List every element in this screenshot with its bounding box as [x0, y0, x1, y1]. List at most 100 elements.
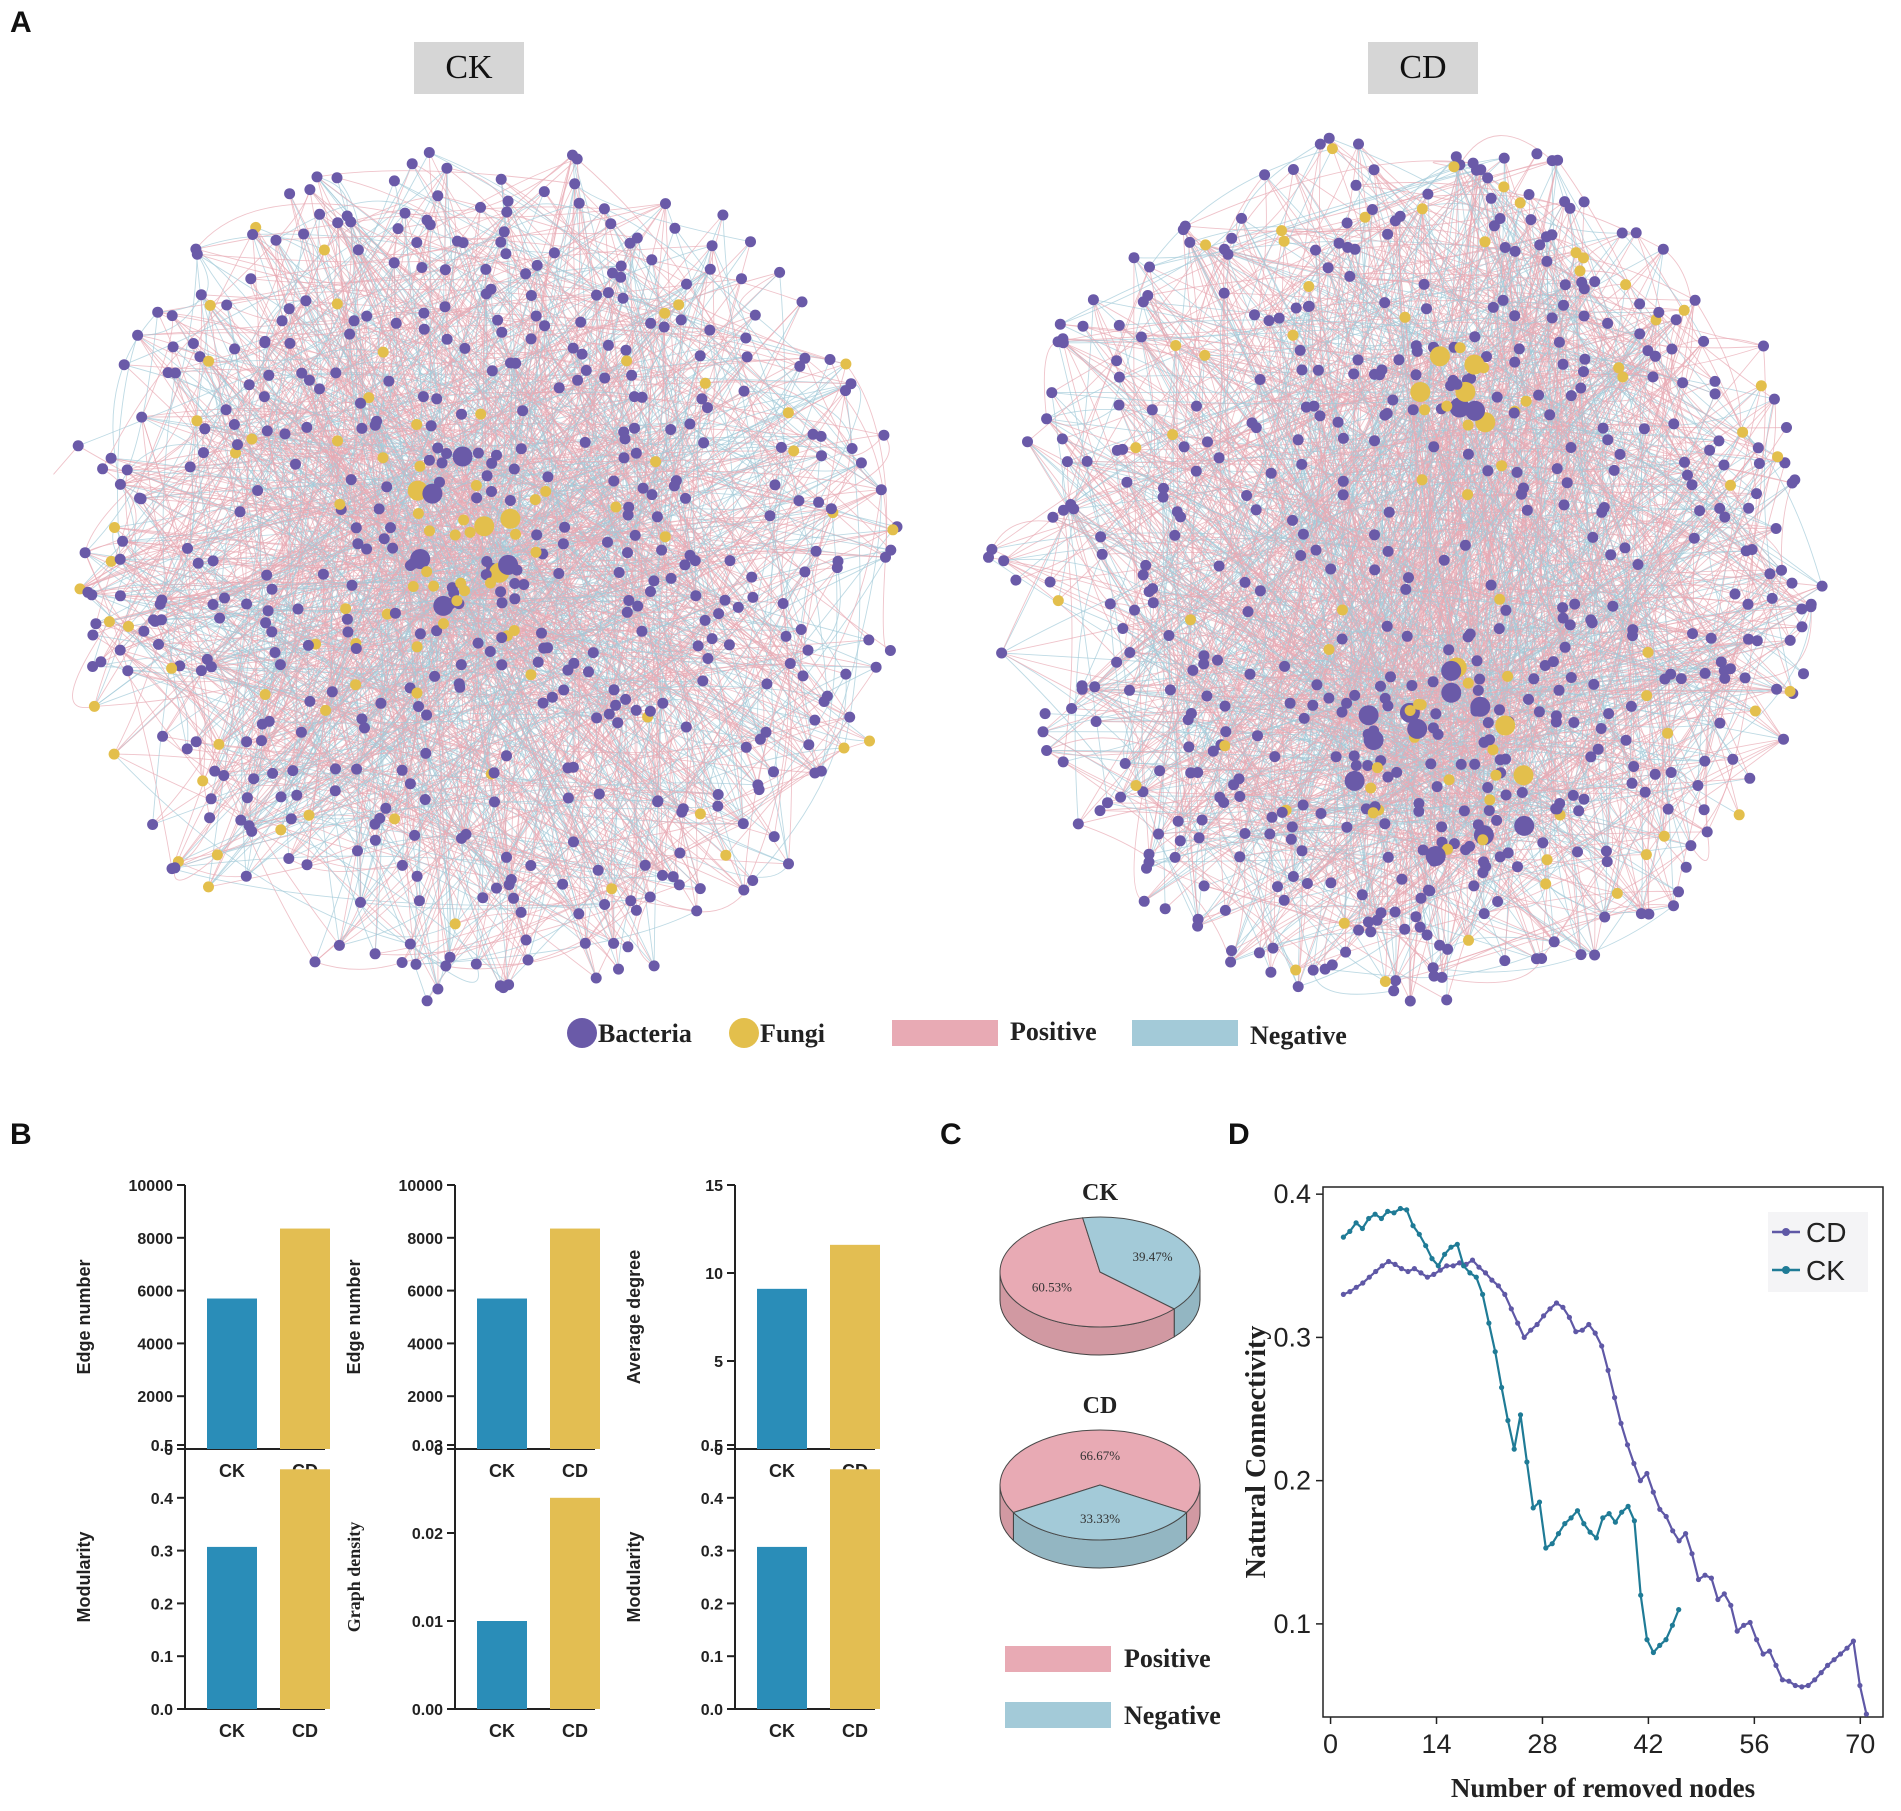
- bacteria-node: [1057, 756, 1069, 768]
- fungi-node: [1167, 429, 1179, 441]
- bacteria-node: [1301, 878, 1313, 889]
- bacteria-node: [1698, 335, 1710, 347]
- bacteria-node: [1715, 656, 1727, 668]
- network-edge: [248, 623, 444, 827]
- bacteria-node: [1546, 312, 1558, 324]
- bacteria-node: [591, 712, 603, 724]
- network-edge: [1094, 378, 1471, 688]
- fungi-node: [389, 813, 401, 825]
- network-edge: [1382, 479, 1423, 627]
- bacteria-node: [214, 612, 226, 624]
- bacteria-node: [314, 383, 325, 395]
- network-edge: [366, 316, 456, 924]
- network-edge: [234, 424, 655, 967]
- bacteria-node: [1041, 413, 1053, 425]
- bacteria-node: [1144, 261, 1155, 273]
- bacteria-node: [1597, 422, 1609, 434]
- bacteria-node: [1588, 678, 1600, 690]
- bacteria-node: [1573, 805, 1585, 817]
- network-edge: [1433, 560, 1445, 978]
- bacteria-node: [1431, 781, 1443, 793]
- network-edge: [535, 315, 663, 876]
- bacteria-node: [620, 344, 632, 356]
- bacteria-node: [218, 770, 230, 781]
- network-edge: [1126, 481, 1180, 858]
- network-edge: [171, 315, 380, 510]
- network-edge: [122, 249, 359, 542]
- network-edge: [249, 294, 597, 386]
- bacteria-node: [1575, 382, 1587, 394]
- bacteria-node: [459, 342, 471, 354]
- bacteria-node: [425, 420, 437, 432]
- bacteria-node: [258, 391, 270, 403]
- network-edge: [162, 372, 188, 749]
- bacteria-node: [1558, 499, 1570, 511]
- network-edge: [1433, 347, 1582, 955]
- bacteria-node: [613, 567, 625, 578]
- bacteria-node: [1422, 188, 1434, 200]
- network-edge: [509, 265, 538, 536]
- network-edge: [1174, 350, 1649, 536]
- bacteria-node: [472, 637, 484, 649]
- network-edge: [1100, 423, 1674, 538]
- network-edge: [223, 752, 426, 786]
- bacteria-node: [413, 701, 424, 712]
- fungi-node: [1367, 807, 1379, 819]
- fungi-node: [213, 738, 225, 750]
- network-edge: [1217, 390, 1468, 661]
- fungi-node: [332, 435, 343, 447]
- network-edge: [1140, 336, 1189, 720]
- bacteria-node: [1427, 962, 1439, 974]
- network-edge: [1315, 208, 1423, 551]
- network-edge: [481, 696, 553, 898]
- bacteria-node: [1278, 894, 1290, 906]
- bacteria-node: [651, 511, 663, 523]
- bacteria-node: [87, 661, 99, 672]
- network-edge: [1151, 409, 1480, 680]
- fungi-node: [659, 307, 671, 319]
- network-edge: [1496, 820, 1605, 918]
- network-edge: [620, 277, 744, 824]
- fungi-node: [1199, 349, 1211, 361]
- network-edge: [204, 425, 432, 455]
- bacteria-node: [342, 626, 354, 638]
- network-edge: [337, 303, 637, 454]
- bacteria-node: [583, 666, 594, 678]
- network-edge: [95, 623, 255, 780]
- bacteria-node: [1336, 633, 1348, 645]
- bacteria-node: [713, 608, 725, 620]
- bacteria-node: [228, 419, 240, 430]
- bacteria-node: [1559, 196, 1571, 208]
- bacteria-node: [1714, 502, 1726, 514]
- bacteria-node: [803, 739, 815, 751]
- bacteria-node: [1056, 433, 1068, 445]
- bacteria-node: [204, 812, 216, 824]
- network-edge: [820, 489, 882, 772]
- bacteria-node: [557, 538, 569, 550]
- network-edge: [1604, 582, 1793, 918]
- network-edge: [1318, 144, 1378, 921]
- bacteria-node: [431, 393, 443, 405]
- fungi-node: [88, 700, 100, 712]
- network-edge: [725, 666, 877, 856]
- bacteria-node: [1784, 634, 1796, 646]
- fungi-node: [621, 355, 633, 367]
- bacteria-node: [602, 287, 614, 299]
- bacteria-node: [1198, 880, 1210, 892]
- bacteria-node: [1115, 791, 1127, 803]
- bacteria-node: [509, 578, 521, 589]
- network-edge: [323, 249, 451, 958]
- bacteria-node: [283, 853, 295, 864]
- bacteria-node: [1805, 598, 1817, 610]
- network-edge: [1320, 374, 1417, 814]
- network-edge: [1594, 677, 1746, 956]
- network-edge: [1218, 143, 1321, 458]
- fungi-node: [449, 918, 461, 930]
- network-edge: [1198, 232, 1637, 839]
- bacteria-node: [274, 659, 286, 671]
- bacteria-node: [1297, 799, 1309, 811]
- fungi-node: [525, 669, 537, 681]
- bacteria-node: [1113, 371, 1125, 383]
- fungi-node: [1185, 614, 1196, 626]
